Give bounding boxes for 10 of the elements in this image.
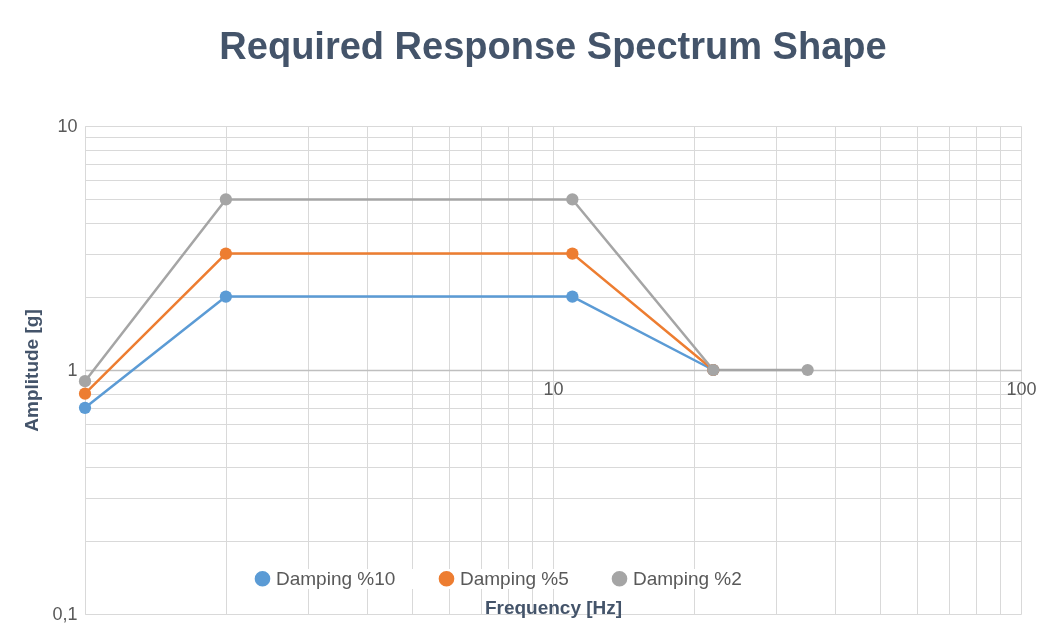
legend-label: Damping %2 [633,567,742,589]
y-tick-label: 0,1 [52,603,78,624]
y-tick-label: 10 [57,115,78,136]
legend-label: Damping %5 [460,567,569,589]
x-axis-title: Frequency [Hz] [484,596,623,618]
chart-title: Required Response Spectrum Shape [219,25,887,67]
x-tick-label: 100 [1006,378,1037,399]
y-axis-title: Amplitude [g] [21,309,43,432]
y-tick-label: 1 [67,359,78,380]
legend-label: Damping %10 [276,567,396,589]
